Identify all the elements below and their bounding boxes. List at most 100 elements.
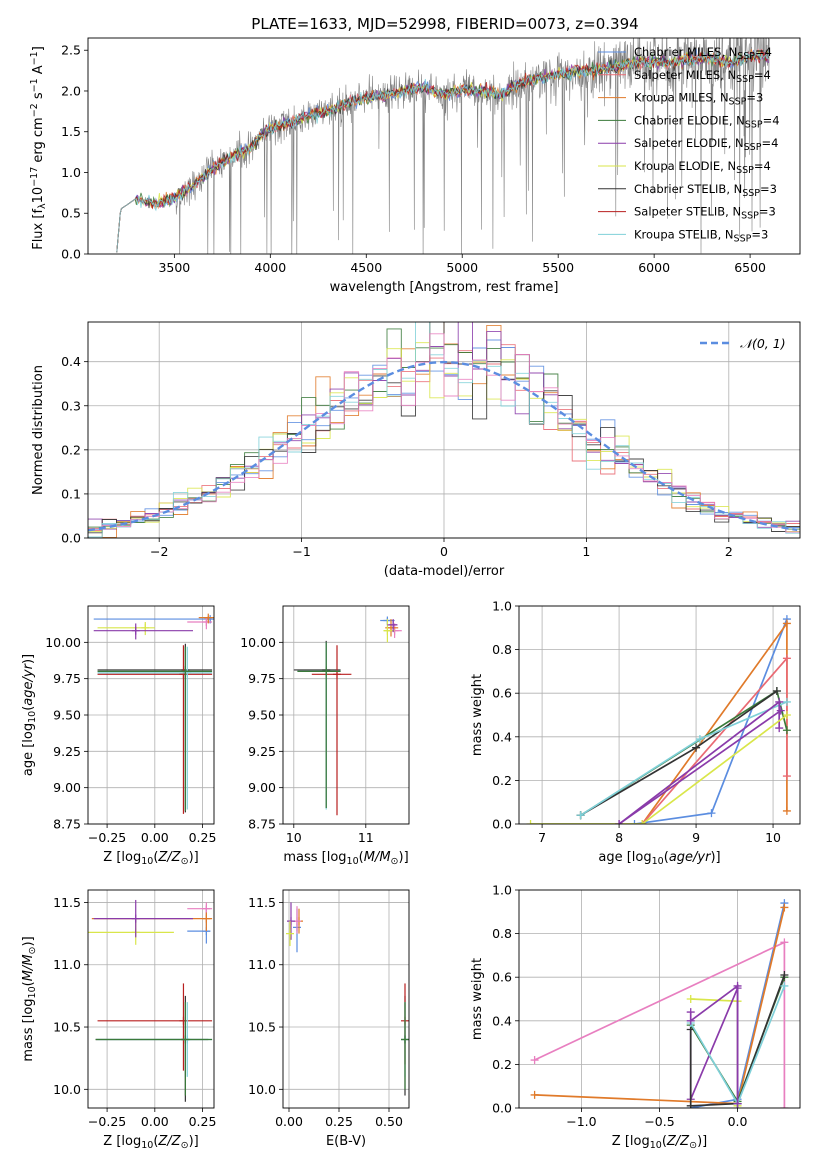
label-part: )] — [697, 1134, 707, 1149]
y-tick-label: 0.8 — [492, 926, 512, 941]
mass_vs_EBV-x-label: E(B-V) — [326, 1134, 366, 1149]
y-tick-label: 0.1 — [61, 486, 81, 501]
weight-marker — [782, 654, 791, 663]
legend-label: 𝒩(0, 1) — [740, 336, 786, 351]
label-part: ⊙ — [391, 856, 399, 867]
legend-name: Kroupa MILES, N — [634, 91, 729, 105]
label-part: 10 — [27, 711, 38, 723]
weight-series — [530, 938, 789, 1108]
legend-nssp: =3 — [746, 91, 763, 105]
x-tick-label: −1.0 — [566, 1114, 596, 1129]
label-part: ( — [21, 706, 36, 711]
spectrum-model-8 — [116, 50, 769, 253]
label-part: −1 — [29, 78, 40, 92]
legend-sub: SSP — [736, 74, 754, 85]
y-tick-label: 10.5 — [248, 1020, 276, 1035]
weight-marker — [780, 1104, 789, 1108]
label-part: 10 — [27, 986, 38, 998]
x-tick-label: −2 — [150, 544, 168, 559]
y-tick-label: 11.0 — [248, 957, 276, 972]
label-part: λ — [37, 203, 48, 209]
weight-marker — [780, 981, 789, 990]
label-part: age/yr — [669, 850, 712, 865]
legend-name: Salpeter ELODIE, N — [634, 136, 744, 150]
y-tick-label: 11.0 — [53, 957, 81, 972]
x-tick-label: 8 — [615, 830, 623, 845]
normal-curve — [88, 360, 798, 532]
errorbar-point — [97, 646, 213, 811]
axes-residuals: −2 −1 0 1 2 0.0 0.1 0.2 0.3 0.4 (data-model)/error… — [31, 321, 801, 579]
mass_vs_Z-x-label: Z [log10(Z/Z⊙)] — [103, 1134, 198, 1151]
y-tick-label: 9.25 — [248, 744, 276, 759]
y-tick-label: 0.4 — [61, 354, 81, 369]
legend-nssp: =3 — [759, 205, 776, 219]
label-part: )] — [399, 850, 409, 865]
y-tick-label: 0.0 — [492, 817, 512, 832]
label-part: Z/Z — [157, 850, 181, 865]
label-part: s — [31, 92, 46, 103]
label-part: ⊙ — [181, 1140, 189, 1151]
legend-nssp: =3 — [751, 227, 768, 241]
y-tick-label: 0.8 — [492, 642, 512, 657]
weight-marker — [782, 726, 791, 735]
label-part: 10 — [347, 856, 359, 867]
y-tick-label: 0.6 — [492, 686, 512, 701]
legend-nssp: =4 — [754, 159, 771, 173]
legend-sub: SSP — [744, 142, 762, 153]
legend-label: Salpeter MILES, NSSP=4 — [634, 68, 771, 85]
y-tick-label: 9.75 — [53, 671, 81, 686]
weight-marker — [780, 938, 789, 947]
spectrum-y-label: Flux [fλ10−17 erg cm−2 s−1 A−1] — [29, 46, 48, 250]
marker — [181, 1035, 190, 1044]
label-part: ( — [359, 850, 364, 865]
y-tick-label: 9.50 — [248, 708, 276, 723]
label-part: age/yr — [21, 662, 36, 705]
weight-marker — [772, 687, 781, 696]
grid-mass_vs_Z — [88, 890, 214, 1108]
x-tick-label: 0.25 — [325, 1114, 353, 1129]
label-part: 10 — [141, 856, 153, 867]
label-part: −17 — [29, 167, 40, 187]
weight-line — [689, 974, 786, 1107]
residuals-legend: 𝒩(0, 1) — [700, 336, 786, 351]
plot-area-mass_vs_EBV — [286, 902, 409, 1096]
label-part: ( — [21, 981, 36, 986]
weight-marker — [782, 806, 791, 815]
x-tick-label: −1 — [292, 544, 310, 559]
legend-label: Chabrier MILES, NSSP=4 — [634, 45, 772, 62]
errorbar-point — [93, 623, 193, 640]
weight-series — [526, 711, 791, 824]
label-part: mass [log — [283, 850, 346, 865]
legend-sub: SSP — [734, 233, 752, 244]
weight-marker — [576, 811, 585, 820]
weight-marker — [780, 971, 789, 980]
errorbar-point — [387, 619, 398, 633]
x-tick-label: 3500 — [158, 260, 190, 275]
y-tick-label: 10.0 — [248, 1082, 276, 1097]
x-tick-label: 10 — [286, 830, 302, 845]
label-part: )] — [21, 654, 36, 664]
plot-area-residuals — [88, 322, 800, 538]
weight-line — [618, 709, 782, 824]
y-tick-label: 2.5 — [61, 43, 81, 58]
x-tick-label: 9 — [692, 830, 700, 845]
axes-age_vs_Z: −0.25 0.00 0.25 8.75 9.00 9.25 9.50 9.75 10.00 Z … — [21, 605, 216, 867]
label-part: ( — [153, 850, 158, 865]
x-tick-label: 0.50 — [375, 1114, 403, 1129]
label-part: −2 — [29, 103, 40, 117]
marker — [202, 904, 211, 913]
axes-frame-age_vs_Z — [87, 605, 215, 825]
legend-nssp: =4 — [755, 45, 772, 59]
legend-label: Kroupa MILES, NSSP=3 — [634, 91, 763, 108]
errorbar-point — [97, 646, 213, 810]
legend-sub: SSP — [745, 119, 763, 130]
age_vs_mass-x-label: mass [log10(M/M⊙)] — [283, 850, 408, 867]
legend-label: Chabrier STELIB, NSSP=3 — [634, 182, 777, 199]
figure-title: PLATE=1633, MJD=52998, FIBERID=0073, z=0… — [251, 15, 638, 33]
label-part: erg cm — [31, 117, 46, 166]
label-part: )] — [189, 850, 199, 865]
marker — [131, 914, 140, 923]
x-tick-label: 0.00 — [275, 1114, 303, 1129]
marker — [181, 667, 190, 676]
y-tick-label: 0.2 — [492, 773, 512, 788]
